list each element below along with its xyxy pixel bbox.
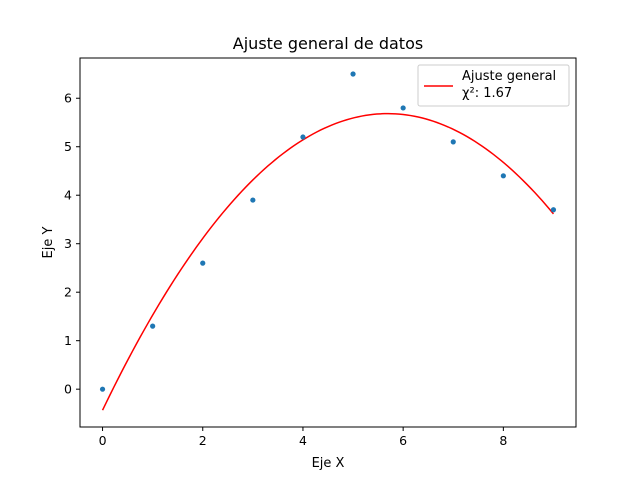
x-tick-label: 8 [499,433,507,448]
x-tick-label: 6 [399,433,407,448]
legend-box [417,64,570,107]
y-axis-label: Eje Y [41,226,56,258]
y-tick-label: 0 [64,382,72,397]
chart-title: Ajuste general de datos [233,34,423,53]
legend-chi2-label: χ²: 1.67 [462,86,512,101]
legend: Ajuste general χ²: 1.67 [417,64,570,107]
points-layer [99,71,557,392]
data-point [400,105,406,111]
y-tick-label: 3 [64,236,72,251]
y-tick-label: 2 [64,285,72,300]
legend-fit-label: Ajuste general [462,69,556,84]
ticks-layer: 0 2 4 6 8 0 1 2 3 4 5 6 [64,91,507,448]
data-point [250,197,256,203]
data-point [500,173,506,179]
x-axis-label: Eje X [312,456,345,471]
x-tick-label: 2 [199,433,207,448]
plot-frame [79,57,577,428]
data-point [450,139,456,145]
x-tick-label: 4 [299,433,307,448]
data-point [99,386,106,392]
data-point [350,71,356,77]
data-point [300,134,306,140]
data-point [200,260,206,266]
y-tick-label: 6 [64,91,72,106]
y-tick-label: 5 [64,139,72,154]
curve-layer [101,112,555,411]
y-tick-label: 4 [64,188,72,203]
x-tick-label: 0 [99,433,107,448]
data-point [150,323,156,329]
y-tick-label: 1 [64,333,72,348]
fit-curve [101,112,555,411]
data-point [550,207,557,213]
